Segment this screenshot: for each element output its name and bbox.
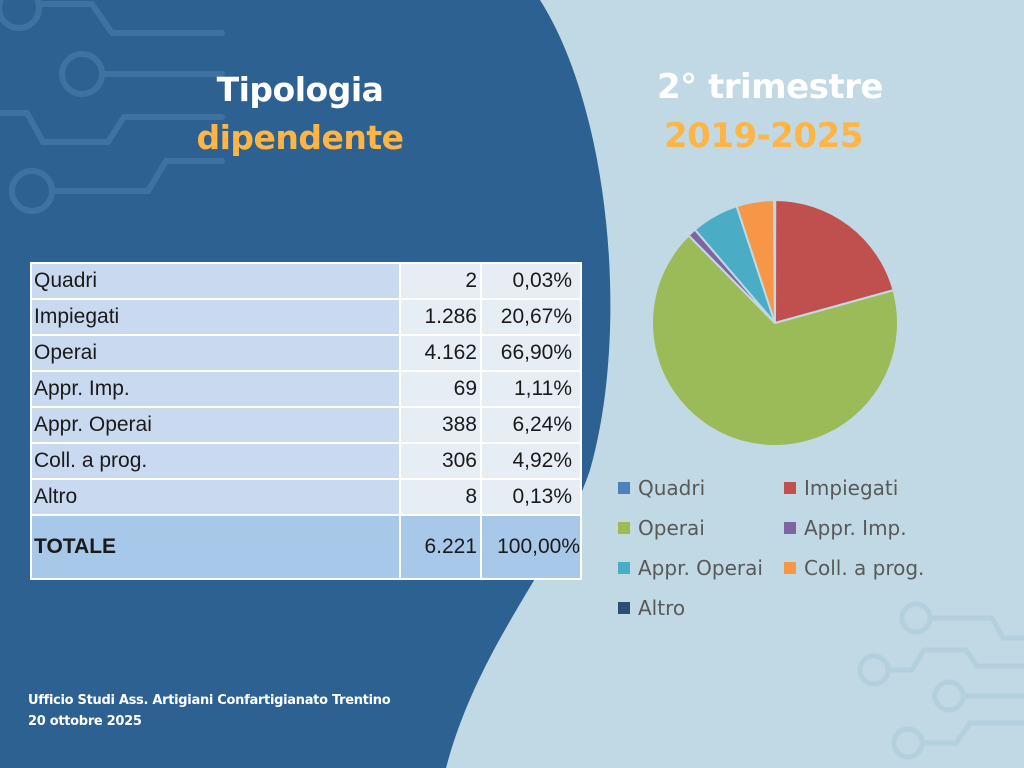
legend-swatch <box>618 602 630 614</box>
legend-label: Quadri <box>638 476 706 500</box>
pie-slice-impiegati <box>773 198 895 325</box>
total-percent: 100,00% <box>480 514 582 580</box>
total-value: 6.221 <box>399 514 482 580</box>
footer-organization: Ufficio Studi Ass. Artigiani Confartigia… <box>28 693 391 708</box>
row-label: Quadri <box>30 262 401 300</box>
legend-label: Appr. Operai <box>638 556 763 580</box>
legend-swatch <box>618 482 630 494</box>
row-percent: 6,24% <box>480 406 582 444</box>
row-value: 306 <box>399 442 482 480</box>
legend-swatch <box>784 482 796 494</box>
table-row: Coll. a prog. 306 4,92% <box>30 442 582 480</box>
total-label: TOTALE <box>30 514 401 580</box>
row-value: 69 <box>399 370 482 408</box>
title-line2: dipendente <box>196 118 404 157</box>
legend-label: Appr. Imp. <box>804 516 907 540</box>
legend-swatch <box>618 562 630 574</box>
legend-item: Impiegati <box>784 476 898 500</box>
row-percent: 20,67% <box>480 298 582 336</box>
legend-item: Coll. a prog. <box>784 556 924 580</box>
table-row: Quadri 2 0,03% <box>30 262 582 300</box>
table-row: Altro 8 0,13% <box>30 478 582 516</box>
row-value: 8 <box>399 478 482 516</box>
row-percent: 4,92% <box>480 442 582 480</box>
legend-item: Appr. Operai <box>618 556 763 580</box>
row-label: Coll. a prog. <box>30 442 401 480</box>
row-label: Appr. Imp. <box>30 370 401 408</box>
table-total-row: TOTALE 6.221 100,00% <box>30 514 582 580</box>
row-value: 388 <box>399 406 482 444</box>
pie-chart <box>651 198 899 447</box>
row-label: Impiegati <box>30 298 401 336</box>
legend-item: Quadri <box>618 476 705 500</box>
row-percent: 0,13% <box>480 478 582 516</box>
legend-item: Appr. Imp. <box>784 516 907 540</box>
legend-swatch <box>784 522 796 534</box>
legend-label: Coll. a prog. <box>804 556 925 580</box>
legend-item: Operai <box>618 516 705 540</box>
employee-type-table: Quadri 2 0,03% Impiegati 1.286 20,67% Operai 4.… <box>30 262 582 580</box>
row-percent: 0,03% <box>480 262 582 300</box>
legend-label: Operai <box>638 516 705 540</box>
table-row: Operai 4.162 66,90% <box>30 334 582 372</box>
row-label: Altro <box>30 478 401 516</box>
row-percent: 66,90% <box>480 334 582 372</box>
pie-slice-altro <box>772 198 776 324</box>
legend-swatch <box>784 562 796 574</box>
row-value: 4.162 <box>399 334 482 372</box>
row-percent: 1,11% <box>480 370 582 408</box>
footer-date: 20 ottobre 2025 <box>28 714 142 729</box>
table-row: Appr. Imp. 69 1,11% <box>30 370 582 408</box>
table-row: Appr. Operai 388 6,24% <box>30 406 582 444</box>
pie-slice-operai <box>651 234 899 447</box>
row-value: 2 <box>399 262 482 300</box>
row-label: Appr. Operai <box>30 406 401 444</box>
table-row: Impiegati 1.286 20,67% <box>30 298 582 336</box>
circuit-decoration-left <box>0 0 225 214</box>
row-value: 1.286 <box>399 298 482 336</box>
circuit-decoration-right <box>857 601 1024 760</box>
subtitle-line2: 2019-2025 <box>664 116 863 156</box>
subtitle-line1: 2° trimestre <box>657 67 883 107</box>
title-line1: Tipologia <box>216 70 384 109</box>
legend-label: Altro <box>638 596 686 620</box>
legend-swatch <box>618 522 630 534</box>
legend-label: Impiegati <box>804 476 899 500</box>
legend-item: Altro <box>618 596 685 620</box>
row-label: Operai <box>30 334 401 372</box>
